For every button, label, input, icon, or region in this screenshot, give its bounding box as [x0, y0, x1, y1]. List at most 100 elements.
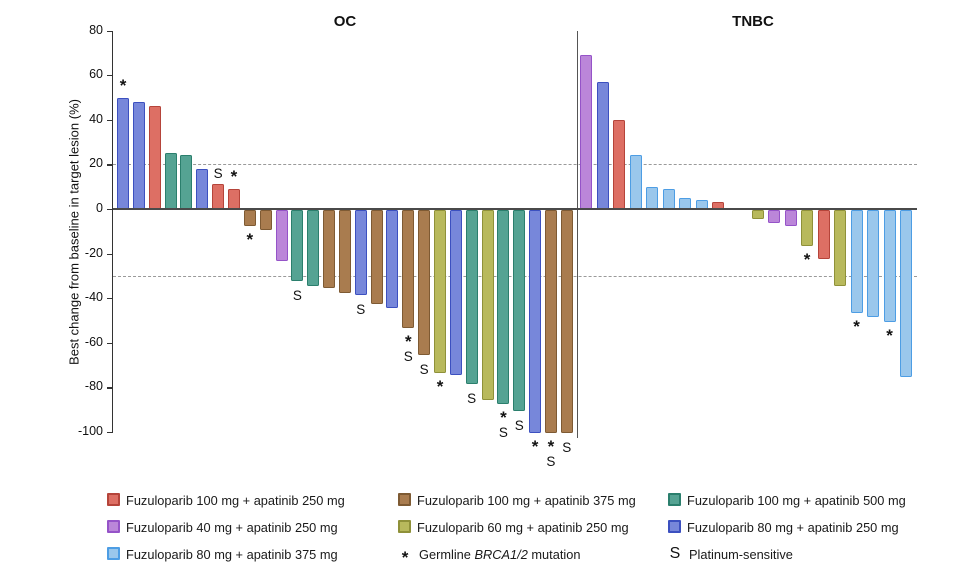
marker-asterisk: *	[803, 249, 811, 269]
bar-oc-26	[513, 210, 526, 411]
legend-swatch-teal	[668, 493, 681, 506]
y-axis-tick	[107, 342, 113, 344]
group-divider-line	[577, 31, 579, 438]
legend-swatch-red	[107, 493, 120, 506]
bar-tnbc-14	[817, 210, 830, 260]
y-tick-label: 0	[96, 201, 103, 215]
group-title-tnbc: TNBC	[732, 13, 774, 30]
bar-oc-14	[323, 210, 336, 289]
y-tick-label: 20	[89, 156, 103, 171]
y-axis-line	[112, 31, 114, 432]
legend-marker-label: Germline BRCA1/2 mutation	[419, 547, 580, 562]
bar-oc-1	[117, 97, 129, 209]
marker-s: S	[419, 361, 429, 377]
y-axis-tick	[107, 30, 113, 32]
legend-swatch-purple	[107, 520, 120, 533]
bar-oc-3	[148, 106, 161, 209]
y-axis-tick	[107, 253, 113, 255]
legend-marker-label: Platinum-sensitive	[689, 547, 793, 562]
y-tick-label: 60	[89, 67, 103, 82]
marker-s: S	[292, 288, 302, 304]
y-tick-label: 80	[89, 22, 103, 37]
marker-asterisk: *	[853, 316, 860, 336]
marker-asterisk: *	[230, 166, 238, 186]
brca-asterisk-icon: *	[401, 548, 409, 567]
bar-oc-5	[180, 155, 193, 209]
marker-s: S	[562, 440, 572, 455]
marker-s: S	[356, 301, 366, 317]
legend-swatch-indigo	[668, 520, 681, 533]
bar-oc-19	[402, 210, 415, 329]
marker-asterisk: *	[547, 437, 555, 456]
legend: Fuzuloparib 100 mg + apatinib 250 mg Fuzu…	[0, 480, 976, 578]
legend-label-indigo: Fuzuloparib 80 mg + apatinib 250 mg	[687, 520, 899, 535]
marker-asterisk: *	[531, 437, 539, 456]
bar-oc-8	[227, 188, 240, 209]
bar-tnbc-19	[900, 210, 912, 378]
bar-tnbc-4	[629, 155, 642, 209]
bar-oc-7	[212, 184, 225, 209]
bar-oc-17	[370, 210, 383, 304]
marker-s: S	[498, 425, 508, 440]
group-title-oc: OC	[333, 13, 357, 30]
marker-asterisk: *	[404, 332, 412, 352]
marker-asterisk: *	[246, 229, 254, 249]
bar-tnbc-6	[662, 188, 675, 209]
bar-tnbc-12	[784, 210, 797, 226]
legend-marker-label-part: BRCA1/2	[474, 547, 528, 562]
y-axis-tick	[107, 298, 113, 300]
y-tick-label: 40	[89, 111, 103, 126]
legend-marker-label-part: Germline	[419, 547, 475, 562]
bar-oc-13	[307, 210, 320, 286]
marker-asterisk: *	[436, 376, 444, 396]
bar-oc-28	[544, 210, 557, 433]
y-tick-label: -60	[84, 334, 103, 349]
y-axis-tick	[107, 387, 113, 389]
legend-label-brown: Fuzuloparib 100 mg + apatinib 375 mg	[417, 493, 636, 508]
legend-label-teal: Fuzuloparib 100 mg + apatinib 500 mg	[687, 493, 906, 508]
bar-oc-24	[481, 210, 494, 400]
legend-swatch-brown	[398, 493, 411, 506]
bar-oc-16	[354, 210, 367, 295]
bar-tnbc-2	[596, 81, 609, 209]
bar-oc-2	[132, 101, 145, 209]
legend-swatch-olive	[398, 520, 411, 533]
y-axis-tick	[107, 119, 113, 121]
marker-s: S	[514, 417, 524, 433]
bar-oc-4	[164, 153, 177, 209]
bar-oc-11	[275, 210, 288, 262]
bar-oc-25	[497, 210, 510, 404]
bar-tnbc-18	[883, 210, 896, 322]
marker-s: S	[546, 454, 556, 469]
y-tick-label: -80	[84, 379, 103, 394]
reference-line	[113, 164, 917, 166]
bar-tnbc-1	[580, 55, 592, 209]
legend-label-purple: Fuzuloparib 40 mg + apatinib 250 mg	[126, 520, 338, 535]
bar-oc-23	[465, 210, 478, 384]
y-axis-tick	[107, 432, 113, 434]
y-axis-tick	[107, 164, 113, 166]
bar-tnbc-3	[613, 119, 625, 209]
y-tick-label: -20	[84, 245, 103, 260]
marker-s: S	[403, 349, 413, 365]
bar-tnbc-10	[751, 210, 764, 219]
bar-oc-15	[338, 210, 351, 293]
y-axis-tick	[107, 209, 113, 211]
bar-tnbc-16	[850, 210, 863, 313]
bar-tnbc-13	[801, 210, 813, 246]
bar-oc-12	[291, 210, 304, 282]
legend-label-olive: Fuzuloparib 60 mg + apatinib 250 mg	[417, 520, 629, 535]
bar-tnbc-17	[867, 210, 879, 318]
y-tick-label: -40	[84, 290, 103, 305]
bar-oc-10	[259, 210, 272, 231]
marker-s: S	[213, 166, 223, 182]
bar-oc-21	[434, 210, 446, 373]
zero-baseline	[113, 208, 917, 210]
bar-oc-6	[196, 168, 209, 209]
bar-oc-22	[449, 210, 462, 376]
legend-marker-label-part: mutation	[527, 547, 581, 562]
platinum-s-icon: S	[669, 545, 681, 562]
marker-s: S	[467, 390, 477, 406]
